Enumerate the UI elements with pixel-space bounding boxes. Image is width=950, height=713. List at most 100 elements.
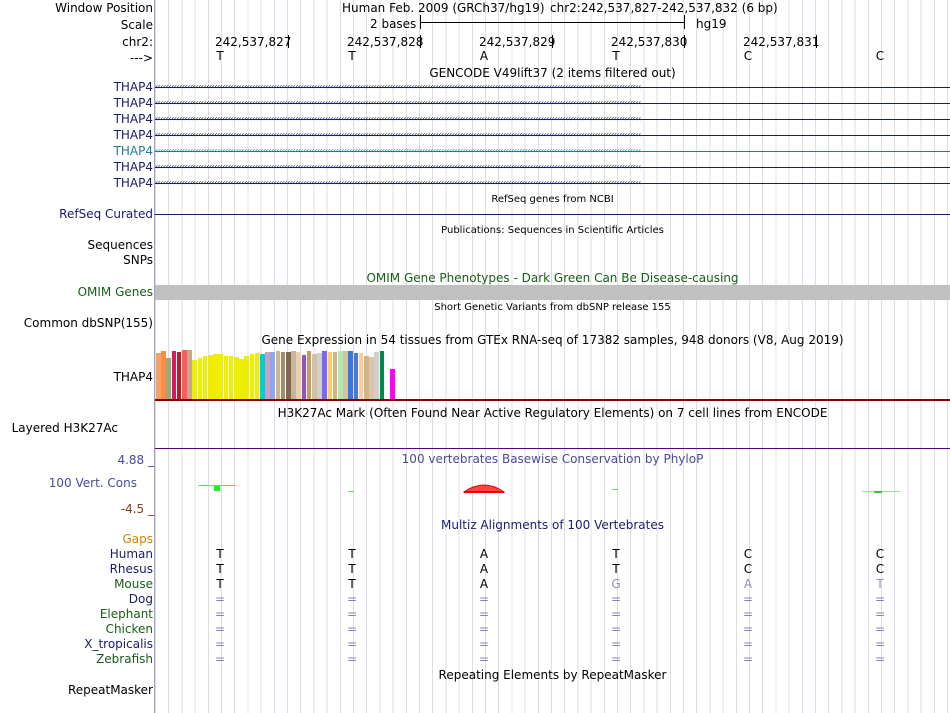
multiz-base: = <box>743 622 754 636</box>
gtex-tissue-bar[interactable] <box>332 352 338 399</box>
multiz-species-label[interactable]: Elephant <box>99 607 153 621</box>
phylop-negative-peak <box>462 484 506 493</box>
h3k27ac-label[interactable]: Layered H3K27Ac <box>11 421 118 435</box>
gencode-transcript-line[interactable] <box>155 167 950 168</box>
multiz-species-label[interactable]: X_tropicalis <box>84 637 153 651</box>
omim-label[interactable]: OMIM Genes <box>77 285 153 299</box>
gtex-tissue-bar[interactable] <box>192 360 197 399</box>
gtex-tissue-bar[interactable] <box>208 355 213 399</box>
gencode-transcript-label[interactable]: THAP4 <box>113 176 153 190</box>
dbsnp-label[interactable]: Common dbSNP(155) <box>23 316 153 330</box>
gtex-tissue-bar[interactable] <box>317 353 322 399</box>
gtex-tissue-bar[interactable] <box>364 356 369 399</box>
multiz-species-label[interactable]: Chicken <box>105 622 153 636</box>
gtex-tissue-bar[interactable] <box>161 351 166 399</box>
gencode-transcript-line[interactable] <box>155 119 950 120</box>
gencode-transcript-label[interactable]: THAP4 <box>113 160 153 174</box>
publications-sequences-label[interactable]: Sequences <box>87 238 153 252</box>
ruler-tick-label: 242,537,827 <box>215 35 292 49</box>
gtex-tissue-bar[interactable] <box>369 357 374 399</box>
gtex-tissue-bar[interactable] <box>280 352 286 399</box>
gtex-tissue-bar[interactable] <box>228 356 234 399</box>
gtex-label[interactable]: THAP4 <box>113 370 153 384</box>
multiz-species-label[interactable]: Zebrafish <box>96 652 153 666</box>
multiz-base: = <box>611 652 622 666</box>
refseq-label[interactable]: RefSeq Curated <box>59 207 153 221</box>
gtex-tissue-bar[interactable] <box>327 352 333 399</box>
gencode-transcript-label[interactable]: THAP4 <box>113 128 153 142</box>
gencode-transcript-label[interactable]: THAP4 <box>113 80 153 94</box>
gtex-tissue-bar[interactable] <box>390 369 395 399</box>
multiz-base: = <box>875 592 886 606</box>
gtex-tissue-bar[interactable] <box>379 351 385 399</box>
gtex-tissue-bar[interactable] <box>291 351 296 399</box>
gencode-transcript-line[interactable] <box>155 87 950 88</box>
multiz-base: = <box>743 652 754 666</box>
publications-snps-label[interactable]: SNPs <box>123 253 153 267</box>
gtex-tissue-bar[interactable] <box>213 354 218 399</box>
multiz-base: = <box>611 637 622 651</box>
gtex-tissue-bar[interactable] <box>254 353 260 399</box>
gencode-transcript-line[interactable] <box>155 183 950 184</box>
gtex-tissue-bar[interactable] <box>265 352 270 399</box>
omim-feature-bar[interactable] <box>155 285 950 300</box>
gtex-tissue-bar[interactable] <box>223 356 229 399</box>
multiz-species-label[interactable]: Dog <box>128 592 153 606</box>
gtex-tissue-bar[interactable] <box>234 357 239 399</box>
gtex-tissue-bar[interactable] <box>306 351 312 399</box>
gtex-tissue-bar[interactable] <box>353 353 359 399</box>
gtex-tissue-bar[interactable] <box>166 358 171 399</box>
gtex-tissue-bar[interactable] <box>343 351 348 399</box>
gtex-tissue-bar[interactable] <box>270 352 275 399</box>
multiz-species-label[interactable]: Mouse <box>114 577 153 591</box>
gtex-tissue-bar[interactable] <box>218 354 223 399</box>
scale-bar <box>420 22 684 23</box>
gtex-tissue-bar[interactable] <box>275 351 281 399</box>
gtex-tissue-bar[interactable] <box>156 353 161 399</box>
multiz-species-label[interactable]: Human <box>109 547 153 561</box>
gencode-transcript-label[interactable]: THAP4 <box>113 96 153 110</box>
gencode-transcript-line[interactable] <box>155 103 950 104</box>
multiz-base: T <box>216 577 224 591</box>
multiz-base: = <box>215 622 226 636</box>
gtex-tissue-bar[interactable] <box>322 351 327 399</box>
window-position-label: Window Position <box>55 1 153 15</box>
phylop-label[interactable]: 100 Vert. Cons <box>48 476 137 490</box>
gtex-tissue-bar[interactable] <box>260 354 265 399</box>
gtex-gene-bar <box>155 399 950 401</box>
gtex-tissue-bar[interactable] <box>249 354 255 399</box>
multiz-base: = <box>611 592 622 606</box>
ruler-tick <box>288 35 289 48</box>
multiz-base: = <box>347 622 358 636</box>
refseq-line <box>155 214 950 215</box>
multiz-base: T <box>348 562 356 576</box>
gtex-tissue-bar[interactable] <box>296 352 301 399</box>
gtex-tissue-bar[interactable] <box>312 354 317 399</box>
gtex-tissue-bar[interactable] <box>244 356 249 399</box>
gtex-tissue-bar[interactable] <box>187 350 192 399</box>
gtex-tissue-bar[interactable] <box>384 351 390 399</box>
gencode-transcript-line[interactable] <box>155 135 950 136</box>
gtex-tissue-bar[interactable] <box>202 356 208 399</box>
multiz-species-label[interactable]: Rhesus <box>109 562 153 576</box>
gtex-tissue-bar[interactable] <box>301 355 307 399</box>
gtex-tissue-bar[interactable] <box>338 351 343 399</box>
gtex-tissue-bar[interactable] <box>348 351 353 399</box>
gtex-tissue-bar[interactable] <box>197 358 203 399</box>
multiz-gaps-label[interactable]: Gaps <box>122 532 153 546</box>
ruler-base: C <box>875 49 885 63</box>
gtex-tissue-bar[interactable] <box>182 350 187 399</box>
gtex-tissue-bar[interactable] <box>358 353 364 399</box>
gtex-tissue-bar[interactable] <box>176 352 182 399</box>
multiz-base: = <box>347 652 358 666</box>
gtex-tissue-bar[interactable] <box>239 359 244 399</box>
gencode-transcript-line[interactable] <box>155 151 950 152</box>
gtex-tissue-bar[interactable] <box>374 352 379 399</box>
gencode-transcript-label[interactable]: THAP4 <box>113 144 153 158</box>
repeatmasker-label[interactable]: RepeatMasker <box>67 683 153 697</box>
gtex-tissue-bar[interactable] <box>171 351 177 399</box>
multiz-base: = <box>479 637 490 651</box>
gtex-tissue-bar[interactable] <box>286 352 291 399</box>
gencode-transcript-label[interactable]: THAP4 <box>113 112 153 126</box>
